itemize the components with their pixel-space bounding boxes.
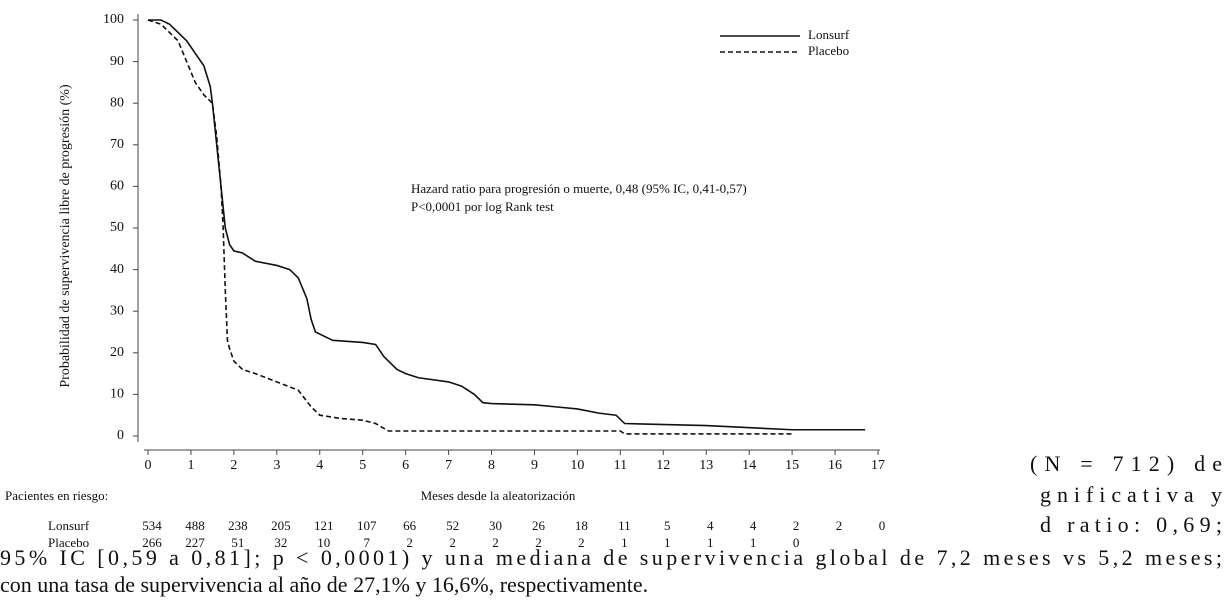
risk-row-label: Placebo bbox=[48, 535, 89, 550]
risk-count: 11 bbox=[618, 518, 631, 533]
annotation: P<0,0001 por log Rank test bbox=[411, 199, 554, 214]
x-tick-label: 7 bbox=[445, 458, 452, 473]
x-tick-label: 9 bbox=[531, 458, 538, 473]
legend-label: Placebo bbox=[808, 43, 849, 58]
x-axis-title: Meses desde la aleatorización bbox=[421, 488, 576, 503]
risk-row-label: Lonsurf bbox=[48, 518, 90, 533]
legend-label: Lonsurf bbox=[808, 27, 850, 42]
risk-count: 0 bbox=[879, 518, 886, 533]
risk-count: 121 bbox=[314, 518, 334, 533]
risk-count: 52 bbox=[446, 518, 459, 533]
risk-count: 30 bbox=[489, 518, 502, 533]
x-tick-label: 8 bbox=[488, 458, 495, 473]
survival-curve bbox=[148, 19, 866, 431]
y-tick-label: 0 bbox=[117, 428, 124, 443]
risk-count: 1 bbox=[707, 535, 714, 550]
x-tick-label: 13 bbox=[699, 458, 713, 473]
risk-count: 5 bbox=[664, 518, 671, 533]
risk-count: 51 bbox=[231, 535, 244, 550]
x-tick-label: 16 bbox=[828, 458, 842, 473]
x-tick-label: 6 bbox=[402, 458, 409, 473]
x-tick-label: 15 bbox=[785, 458, 799, 473]
risk-count: 1 bbox=[664, 535, 671, 550]
y-tick-label: 100 bbox=[103, 12, 124, 27]
survival-curve bbox=[147, 19, 793, 435]
y-tick-label: 30 bbox=[110, 303, 124, 318]
risk-count: 18 bbox=[575, 518, 588, 533]
y-tick-label: 10 bbox=[110, 387, 124, 402]
risk-count: 32 bbox=[274, 535, 287, 550]
risk-title: Pacientes en riesgo: bbox=[5, 488, 108, 503]
risk-count: 7 bbox=[363, 535, 370, 550]
risk-count: 2 bbox=[535, 535, 542, 550]
risk-count: 238 bbox=[228, 518, 248, 533]
body-text: con una tasa de supervivencia al año de … bbox=[0, 572, 648, 597]
x-tick-label: 11 bbox=[614, 458, 627, 473]
risk-count: 10 bbox=[317, 535, 330, 550]
risk-count: 2 bbox=[836, 518, 843, 533]
risk-count: 107 bbox=[357, 518, 377, 533]
risk-count: 205 bbox=[271, 518, 291, 533]
risk-count: 0 bbox=[793, 535, 800, 550]
risk-count: 2 bbox=[578, 535, 585, 550]
risk-count: 2 bbox=[406, 535, 413, 550]
risk-count: 1 bbox=[750, 535, 757, 550]
risk-count: 4 bbox=[750, 518, 757, 533]
risk-count: 534 bbox=[142, 518, 162, 533]
y-tick-label: 70 bbox=[110, 137, 124, 152]
y-tick-label: 20 bbox=[110, 345, 124, 360]
risk-count: 266 bbox=[142, 535, 162, 550]
x-tick-label: 14 bbox=[742, 458, 756, 473]
risk-count: 2 bbox=[492, 535, 499, 550]
x-tick-label: 0 bbox=[145, 458, 152, 473]
risk-count: 2 bbox=[449, 535, 456, 550]
y-axis-title: Probabilidad de supervivencia libre de p… bbox=[58, 84, 73, 388]
y-tick-label: 90 bbox=[110, 54, 124, 69]
x-tick-label: 3 bbox=[273, 458, 280, 473]
y-tick-label: 40 bbox=[110, 262, 124, 277]
y-tick-label: 80 bbox=[110, 95, 124, 110]
x-tick-label: 2 bbox=[230, 458, 237, 473]
x-tick-label: 12 bbox=[656, 458, 670, 473]
risk-count: 1 bbox=[621, 535, 628, 550]
x-tick-label: 5 bbox=[359, 458, 366, 473]
risk-count: 2 bbox=[793, 518, 800, 533]
risk-count: 488 bbox=[185, 518, 205, 533]
y-tick-label: 60 bbox=[110, 179, 124, 194]
x-tick-label: 17 bbox=[871, 458, 885, 473]
risk-count: 4 bbox=[707, 518, 714, 533]
y-tick-label: 50 bbox=[110, 220, 124, 235]
x-tick-label: 1 bbox=[187, 458, 194, 473]
risk-count: 227 bbox=[185, 535, 205, 550]
risk-count: 66 bbox=[403, 518, 417, 533]
risk-count: 26 bbox=[532, 518, 546, 533]
x-tick-label: 10 bbox=[570, 458, 584, 473]
annotation: Hazard ratio para progresión o muerte, 0… bbox=[411, 181, 747, 196]
x-tick-label: 4 bbox=[316, 458, 323, 473]
